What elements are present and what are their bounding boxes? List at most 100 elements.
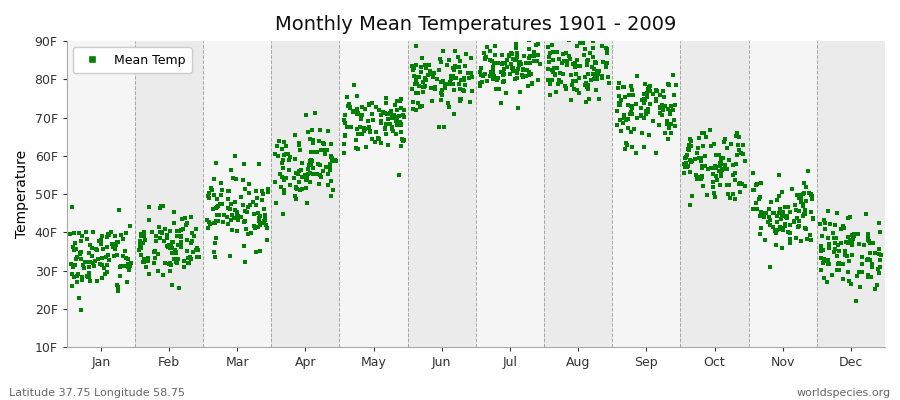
Point xyxy=(154,202,168,209)
Point xyxy=(91,256,105,262)
Point xyxy=(761,206,776,212)
Point xyxy=(117,248,131,254)
Point xyxy=(695,163,709,169)
Point xyxy=(836,223,850,229)
Point xyxy=(487,72,501,79)
Point xyxy=(661,80,675,87)
Point xyxy=(621,116,635,123)
Point xyxy=(667,92,681,98)
Point xyxy=(288,155,302,162)
Point xyxy=(151,250,166,257)
Point xyxy=(738,183,752,190)
Point xyxy=(836,261,850,267)
Point xyxy=(774,226,788,233)
Point xyxy=(728,196,742,203)
Point xyxy=(614,96,628,103)
Point xyxy=(763,198,778,205)
Point xyxy=(806,216,821,222)
Point xyxy=(713,163,727,169)
Point xyxy=(616,115,631,121)
Point xyxy=(238,218,253,224)
Point xyxy=(174,233,188,240)
Point xyxy=(682,157,697,164)
Point xyxy=(766,210,780,216)
Point xyxy=(178,222,193,229)
Point xyxy=(770,242,784,248)
Point xyxy=(714,159,728,165)
Point xyxy=(629,101,643,107)
Point xyxy=(304,162,319,168)
Point xyxy=(86,229,100,235)
Point xyxy=(381,116,395,122)
Point xyxy=(207,220,221,226)
Point xyxy=(706,171,720,178)
Point xyxy=(446,87,461,94)
Point xyxy=(841,269,855,275)
Point xyxy=(850,273,864,279)
Point xyxy=(523,53,537,60)
Point xyxy=(364,111,379,118)
Point xyxy=(183,253,197,260)
Point xyxy=(767,210,781,216)
Point xyxy=(361,124,375,131)
Point xyxy=(868,250,882,256)
Point xyxy=(834,225,849,232)
Point xyxy=(747,187,761,193)
Point xyxy=(653,110,668,116)
Point xyxy=(141,204,156,210)
Point xyxy=(757,214,771,220)
Point xyxy=(228,153,242,159)
Point xyxy=(706,140,721,147)
Point xyxy=(397,137,411,143)
Point xyxy=(365,100,380,106)
Point xyxy=(324,153,338,159)
Point xyxy=(308,110,322,116)
Point xyxy=(529,42,544,48)
Point xyxy=(794,199,808,206)
Point xyxy=(79,273,94,279)
Point xyxy=(624,103,638,109)
Point xyxy=(571,63,585,69)
Point xyxy=(259,222,274,228)
Point xyxy=(626,105,640,112)
Bar xyxy=(339,41,408,347)
Point xyxy=(240,231,255,238)
Point xyxy=(825,272,840,278)
Point xyxy=(684,158,698,165)
Point xyxy=(618,116,633,123)
Point xyxy=(588,72,602,79)
Point xyxy=(549,88,563,95)
Point xyxy=(700,192,715,198)
Point xyxy=(683,143,698,150)
Point xyxy=(669,82,683,88)
Point xyxy=(625,144,639,150)
Point xyxy=(141,217,156,223)
Point xyxy=(506,56,520,63)
Point xyxy=(222,206,237,212)
Point xyxy=(658,103,672,109)
Bar xyxy=(749,41,817,347)
Point xyxy=(269,142,284,149)
Point xyxy=(166,239,181,245)
Point xyxy=(168,250,183,256)
Point xyxy=(184,214,198,220)
Point xyxy=(388,102,402,108)
Point xyxy=(763,217,778,224)
Point xyxy=(363,129,377,135)
Bar xyxy=(135,41,203,347)
Point xyxy=(200,216,214,223)
Point xyxy=(865,264,879,270)
Point xyxy=(464,99,478,105)
Point xyxy=(426,73,440,80)
Point xyxy=(762,214,777,220)
Point xyxy=(298,111,312,118)
Point xyxy=(696,183,710,190)
Point xyxy=(406,106,420,112)
Point xyxy=(260,225,274,231)
Point xyxy=(772,193,787,200)
Point xyxy=(257,206,272,212)
Point xyxy=(310,171,325,177)
Point xyxy=(412,104,427,110)
Point xyxy=(384,115,399,121)
Point xyxy=(652,122,666,128)
